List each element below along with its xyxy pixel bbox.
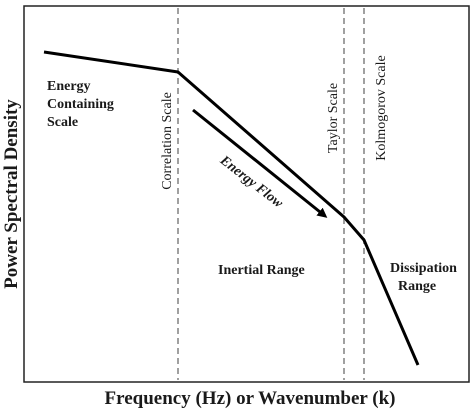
energy-containing-label-line-2: Containing [47, 97, 114, 112]
plot-frame [23, 5, 470, 383]
correlation-scale-label: Correlation Scale [160, 92, 175, 190]
kolmogorov-scale-label: Kolmogorov Scale [374, 55, 389, 160]
x-axis-label: Frequency (Hz) or Wavenumber (k) [105, 388, 396, 409]
taylor-scale-label: Taylor Scale [326, 83, 341, 153]
energy-containing-label-line-3: Scale [47, 115, 78, 130]
dissipation-range-label-line-2: Range [398, 279, 436, 294]
spectrum-curve [43, 50, 420, 366]
inertial-range-label: Inertial Range [218, 263, 305, 278]
energy-flow-arrow [192, 108, 328, 218]
dissipation-range-label-line-1: Dissipation [390, 261, 457, 276]
energy-containing-label-line-1: Energy [47, 79, 91, 94]
energy-flow-label: Energy Flow [216, 153, 286, 212]
y-axis-label: Power Spectral Density [1, 99, 22, 289]
